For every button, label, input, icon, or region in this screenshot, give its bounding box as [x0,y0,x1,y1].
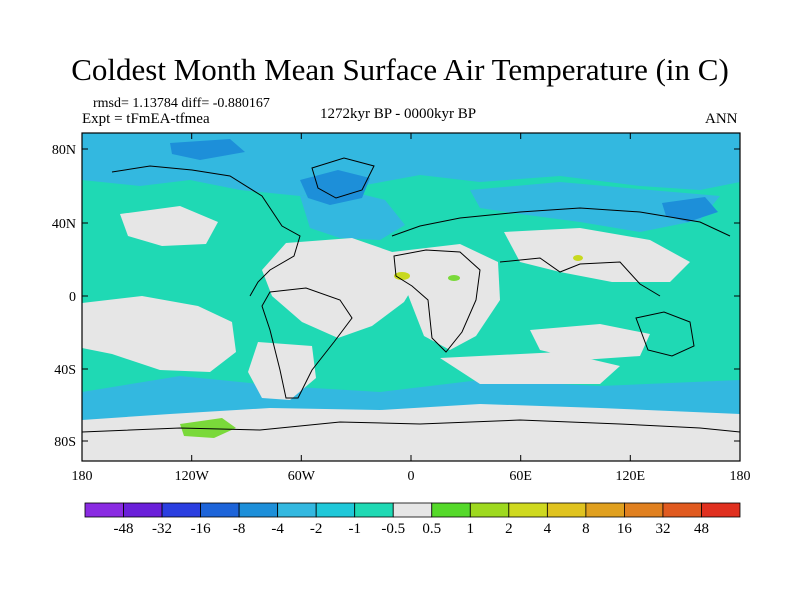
colorbar-label: 2 [505,521,513,537]
siberia-strong-cool [662,197,718,222]
colorbar-swatch [662,502,702,518]
colorbar-swatch [315,502,356,518]
colorbar-label: 16 [617,521,633,537]
lon-label: 0 [408,469,415,484]
colorbar: -48 -32 -16 -8 -4 -2 -1 -0.5 0.5 1 2 4 8 16 32 48 [84,502,741,537]
greenland-strong-cool [300,170,370,205]
colorbar-swatch [123,502,163,518]
longitude-axis: 180 120W 60W 0 60E 120E 180 [72,133,751,484]
neutral-southern-ocean [440,352,620,384]
colorbar-label: -48 [114,521,134,537]
colorbar-label: 32 [655,521,670,537]
colorbar-swatch [585,502,625,518]
neutral-africa [392,244,500,350]
colorbar-label: -0.5 [381,521,405,537]
arctic-cool-band [82,133,740,196]
colorbar-label: -32 [152,521,172,537]
neutral-east-pacific [82,296,236,372]
lat-label: 80S [54,435,76,450]
colorbar-swatch [84,502,124,518]
page-title: Coldest Month Mean Surface Air Temperatu… [71,52,729,87]
colorbar-swatch [508,502,548,518]
colorbar-swatch [238,502,279,518]
stats-line: rmsd= 1.13784 diff= -0.880167 [93,96,270,111]
lat-label: 40S [54,363,76,378]
experiment-label: Expt = tFmEA-tfmea [82,111,210,127]
lon-label: 180 [72,469,93,484]
colorbar-swatch [354,502,394,518]
colorbar-swatch [469,502,510,518]
lon-label: 60W [288,469,316,484]
lat-label: 40N [52,217,76,232]
neutral-atlantic [262,238,420,338]
colorbar-label: 1 [467,521,475,537]
colorbar-swatch [277,502,317,518]
lat-label: 80N [52,143,76,158]
asia-warm-spot [573,255,583,261]
africa-warm-west [394,272,410,280]
neutral-indian-ocean [530,324,650,360]
lat-label: 0 [69,290,76,305]
colorbar-label: 0.5 [422,521,441,537]
colorbar-label: -4 [271,521,284,537]
colorbar-label: 48 [694,521,709,537]
colorbar-swatch [161,502,201,518]
neutral-antarctic [82,404,740,461]
latitude-axis: 80N 40N 0 40S 80S [52,143,740,450]
coastlines [82,157,740,433]
neutral-south-america-south [248,342,316,400]
colorbar-label: -1 [348,521,361,537]
africa-warm-east [448,275,460,281]
neutral-north-pacific [120,206,218,246]
anomaly-field [82,133,740,461]
colorbar-swatch [431,502,471,518]
lon-label: 120W [175,469,210,484]
lon-label: 120E [616,469,646,484]
period-label: 1272kyr BP - 0000kyr BP [320,106,477,122]
colorbar-label: 8 [582,521,590,537]
lon-label: 60E [509,469,532,484]
colorbar-label: -16 [191,521,211,537]
colorbar-label: 4 [544,521,552,537]
antarctic-warm-patch [180,418,236,438]
colorbar-label: -8 [233,521,246,537]
colorbar-swatch [200,502,240,518]
colorbar-swatch [624,502,664,518]
colorbar-label: -2 [310,521,323,537]
colorbar-swatch [546,502,587,518]
arctic-strong-cool [170,139,245,160]
neutral-asia [504,228,690,282]
colorbar-swatch [392,502,433,518]
season-label: ANN [705,111,738,127]
lon-label: 180 [730,469,751,484]
eurasia-cool [470,182,720,232]
colorbar-swatch [701,502,741,518]
